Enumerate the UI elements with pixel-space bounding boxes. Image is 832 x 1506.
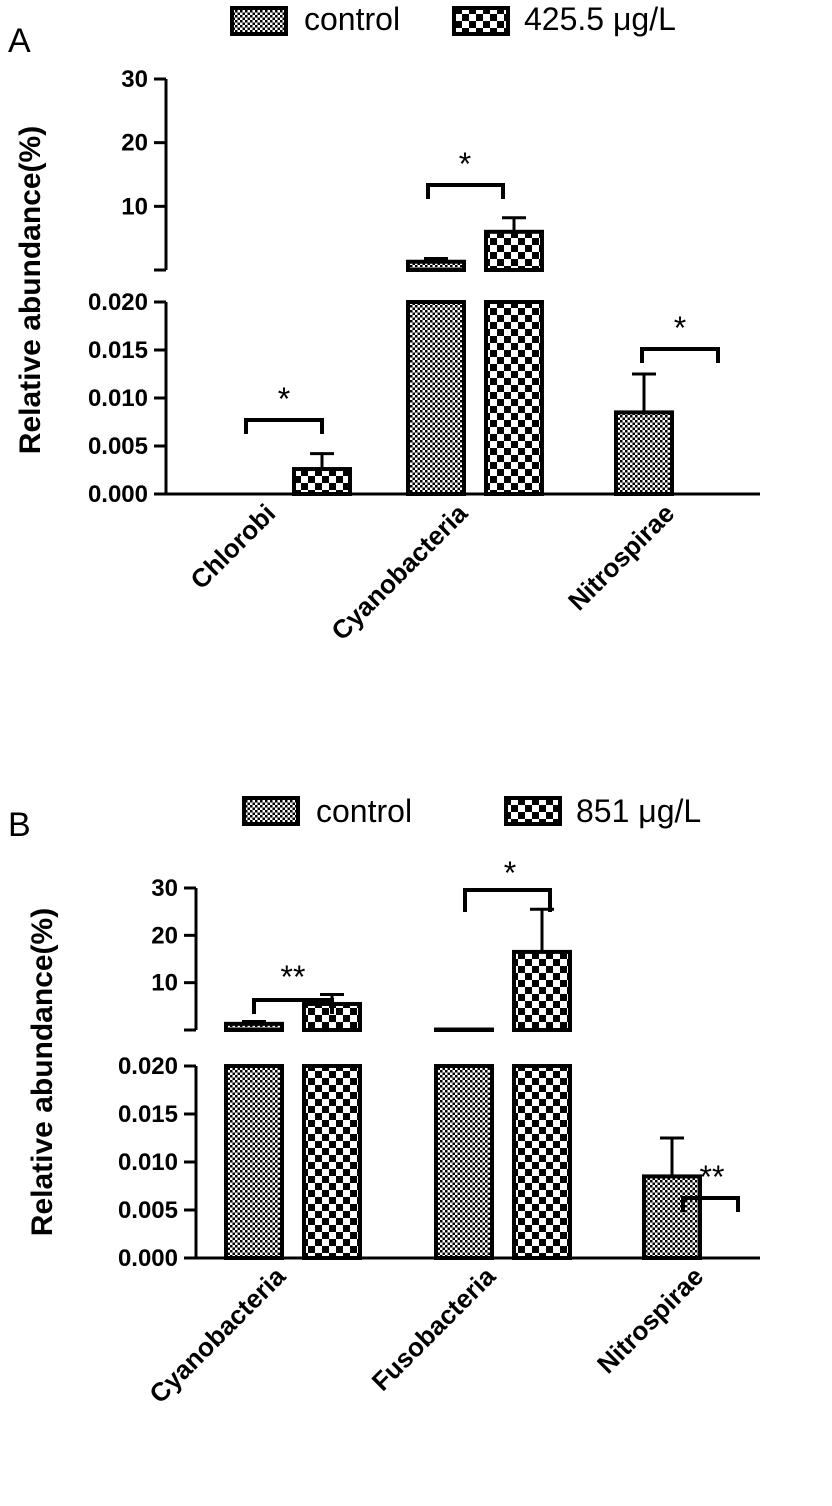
significance-bracket-0 <box>244 418 324 434</box>
bar-lower-1-1 <box>484 300 544 496</box>
tick-label-lower-0: 0.000 <box>88 481 148 508</box>
bar-lower-1-1 <box>512 1064 572 1260</box>
category-label-2: Nitrospirae <box>562 498 680 616</box>
legend-label-0: control <box>304 1 400 37</box>
legend-swatch-0 <box>242 796 300 826</box>
bar-upper-1-1 <box>512 949 572 1033</box>
tick-label-lower-1: 0.005 <box>88 433 148 460</box>
tick-label-upper-0: 10 <box>151 970 178 997</box>
tick-label-lower-2: 0.010 <box>118 1149 178 1176</box>
tick-label-lower-3: 0.015 <box>118 1101 178 1128</box>
tick-label-lower-1: 0.005 <box>118 1197 178 1224</box>
significance-marker-2: * <box>674 310 686 346</box>
bar-upper-0-0 <box>224 1021 284 1033</box>
bar-upper-1-0 <box>406 259 466 272</box>
significance-bracket-2 <box>640 347 720 363</box>
bar-2-0 <box>614 410 674 496</box>
bar-0-1 <box>292 467 352 497</box>
bar-2-0 <box>642 1174 702 1261</box>
significance-bracket-1 <box>463 888 552 912</box>
legend-swatch-1 <box>452 6 510 36</box>
bar-lower-1-0 <box>434 1064 494 1260</box>
significance-bracket-2 <box>681 1196 740 1212</box>
legend-swatch-0 <box>230 6 288 36</box>
bar-lower-0-1 <box>302 1064 362 1260</box>
legend-swatch-1 <box>504 796 562 826</box>
tick-label-upper-0: 10 <box>121 193 148 220</box>
category-label-0: Chlorobi <box>184 498 281 595</box>
significance-bracket-1 <box>426 183 505 199</box>
legend-label-0: control <box>316 793 412 829</box>
significance-marker-1: * <box>504 855 516 891</box>
significance-marker-0: * <box>278 381 290 417</box>
significance-marker-2: ** <box>700 1159 725 1195</box>
tick-label-lower-2: 0.010 <box>88 385 148 412</box>
significance-marker-0: ** <box>281 959 306 995</box>
legend-label-1: 851 μg/L <box>576 793 701 829</box>
panel-label: A <box>8 22 31 60</box>
tick-label-lower-4: 0.020 <box>88 289 148 316</box>
significance-marker-1: * <box>459 146 471 182</box>
tick-label-upper-1: 20 <box>151 922 178 949</box>
tick-label-lower-4: 0.020 <box>118 1053 178 1080</box>
bar-lower-0-0 <box>224 1064 284 1260</box>
legend-label-1: 425.5 μg/L <box>524 1 676 37</box>
category-label-1: Cyanobacteria <box>325 498 473 646</box>
bar-upper-1-1 <box>484 229 544 273</box>
panel-label: B <box>8 806 31 844</box>
tick-label-upper-1: 20 <box>121 130 148 157</box>
significance-bracket-0 <box>252 998 334 1014</box>
tick-label-upper-2: 30 <box>151 875 178 902</box>
y-axis-label: Relative abundance(%) <box>14 126 47 454</box>
category-label-0: Cyanobacteria <box>143 1261 291 1409</box>
tick-label-upper-2: 30 <box>121 66 148 93</box>
category-label-1: Fusobacteria <box>366 1261 502 1397</box>
tick-label-lower-0: 0.000 <box>118 1245 178 1272</box>
tick-label-lower-3: 0.015 <box>88 337 148 364</box>
bar-lower-1-0 <box>406 300 466 496</box>
y-axis-label: Relative abundance(%) <box>26 908 59 1236</box>
category-label-2: Nitrospirae <box>591 1261 709 1379</box>
